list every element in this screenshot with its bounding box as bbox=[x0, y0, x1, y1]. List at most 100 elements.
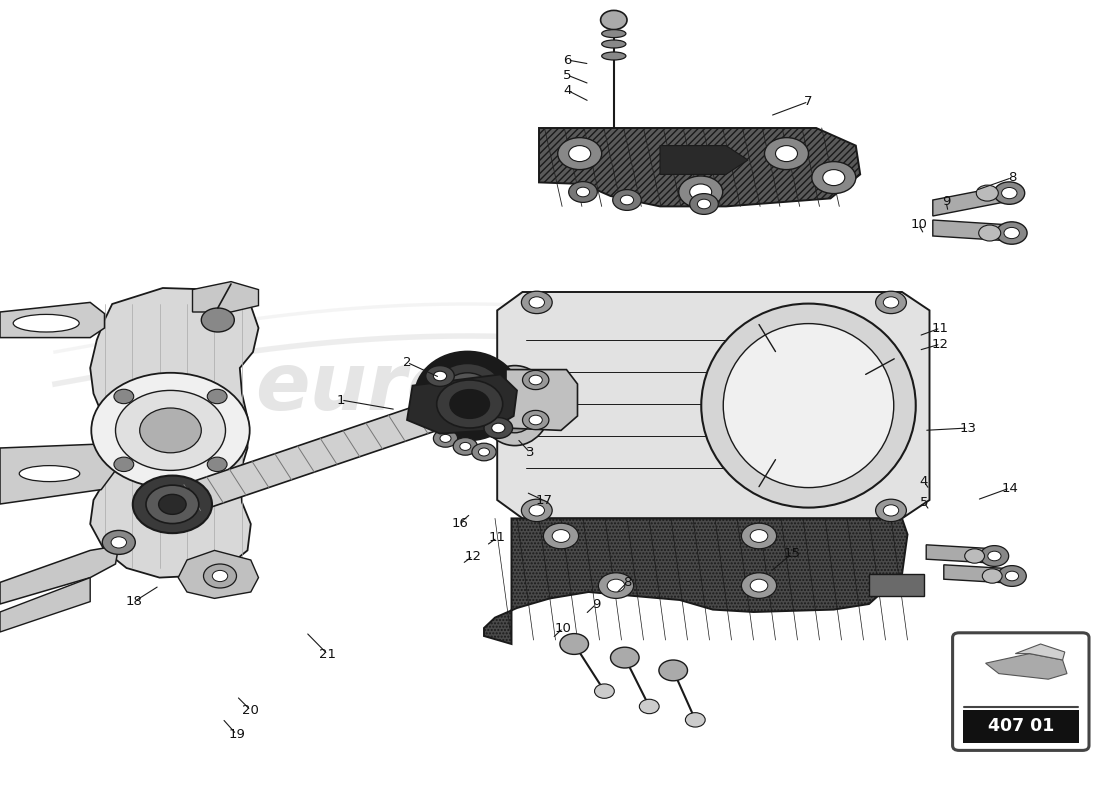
Circle shape bbox=[883, 297, 899, 308]
Circle shape bbox=[764, 138, 808, 170]
Circle shape bbox=[522, 370, 549, 390]
Circle shape bbox=[472, 443, 496, 461]
Circle shape bbox=[776, 146, 798, 162]
Text: 4: 4 bbox=[563, 84, 572, 97]
Circle shape bbox=[980, 546, 1009, 566]
Circle shape bbox=[679, 176, 723, 208]
Ellipse shape bbox=[158, 494, 186, 514]
Polygon shape bbox=[90, 288, 258, 578]
Polygon shape bbox=[484, 518, 908, 644]
Circle shape bbox=[988, 551, 1001, 561]
Polygon shape bbox=[407, 374, 517, 434]
Circle shape bbox=[560, 634, 588, 654]
Circle shape bbox=[639, 699, 659, 714]
Circle shape bbox=[690, 184, 712, 200]
Circle shape bbox=[207, 457, 227, 471]
Circle shape bbox=[91, 373, 250, 488]
Circle shape bbox=[994, 182, 1025, 204]
Text: 5: 5 bbox=[920, 496, 928, 509]
Circle shape bbox=[685, 713, 705, 727]
Circle shape bbox=[460, 442, 471, 450]
Circle shape bbox=[982, 569, 1002, 583]
Ellipse shape bbox=[724, 323, 893, 488]
Polygon shape bbox=[506, 370, 578, 430]
Text: 8: 8 bbox=[623, 576, 631, 589]
Circle shape bbox=[876, 499, 906, 522]
Text: 16: 16 bbox=[451, 517, 469, 530]
Text: 9: 9 bbox=[592, 598, 601, 610]
Polygon shape bbox=[869, 574, 924, 596]
Polygon shape bbox=[539, 128, 860, 206]
Polygon shape bbox=[933, 220, 1012, 241]
Text: 15: 15 bbox=[783, 547, 801, 560]
Text: 14: 14 bbox=[1001, 482, 1019, 494]
Circle shape bbox=[594, 684, 614, 698]
Text: 10: 10 bbox=[910, 218, 927, 230]
Circle shape bbox=[569, 146, 591, 162]
Text: 11: 11 bbox=[488, 531, 506, 544]
Polygon shape bbox=[0, 546, 119, 604]
Circle shape bbox=[697, 199, 711, 209]
Circle shape bbox=[492, 423, 505, 433]
Circle shape bbox=[610, 647, 639, 668]
Polygon shape bbox=[1015, 644, 1065, 660]
Circle shape bbox=[601, 10, 627, 30]
Circle shape bbox=[977, 185, 999, 201]
Circle shape bbox=[598, 573, 634, 598]
Polygon shape bbox=[0, 578, 90, 632]
Circle shape bbox=[521, 291, 552, 314]
Circle shape bbox=[741, 573, 777, 598]
Circle shape bbox=[997, 222, 1027, 244]
Text: 12: 12 bbox=[464, 550, 482, 562]
Circle shape bbox=[116, 390, 226, 470]
Circle shape bbox=[812, 162, 856, 194]
Circle shape bbox=[741, 523, 777, 549]
Polygon shape bbox=[926, 545, 994, 563]
Circle shape bbox=[433, 430, 458, 447]
Circle shape bbox=[207, 390, 227, 404]
Circle shape bbox=[522, 410, 549, 430]
Polygon shape bbox=[944, 565, 1012, 583]
Circle shape bbox=[478, 448, 490, 456]
Circle shape bbox=[437, 380, 503, 428]
Ellipse shape bbox=[602, 30, 626, 38]
Circle shape bbox=[212, 570, 228, 582]
Polygon shape bbox=[0, 444, 116, 504]
Text: 13: 13 bbox=[959, 422, 977, 434]
Circle shape bbox=[607, 579, 625, 592]
Circle shape bbox=[552, 530, 570, 542]
Circle shape bbox=[823, 170, 845, 186]
Polygon shape bbox=[660, 146, 748, 174]
Circle shape bbox=[201, 308, 234, 332]
Text: 19: 19 bbox=[228, 728, 245, 741]
Circle shape bbox=[111, 537, 126, 548]
Text: 10: 10 bbox=[554, 622, 572, 634]
Circle shape bbox=[883, 505, 899, 516]
Ellipse shape bbox=[416, 352, 519, 440]
Ellipse shape bbox=[441, 373, 494, 419]
Circle shape bbox=[1002, 187, 1018, 198]
Circle shape bbox=[620, 195, 634, 205]
Ellipse shape bbox=[13, 314, 79, 332]
Ellipse shape bbox=[480, 366, 551, 446]
Circle shape bbox=[102, 530, 135, 554]
Circle shape bbox=[529, 375, 542, 385]
Bar bbox=[962, 710, 1079, 743]
Text: topics: topics bbox=[462, 349, 737, 427]
Ellipse shape bbox=[602, 40, 626, 48]
Circle shape bbox=[876, 291, 906, 314]
Text: 21: 21 bbox=[319, 648, 337, 661]
Circle shape bbox=[690, 194, 718, 214]
Circle shape bbox=[1005, 571, 1019, 581]
Polygon shape bbox=[178, 550, 258, 598]
Ellipse shape bbox=[133, 475, 212, 533]
Circle shape bbox=[484, 418, 513, 438]
Polygon shape bbox=[192, 282, 258, 312]
Text: 7: 7 bbox=[804, 95, 813, 108]
Circle shape bbox=[529, 415, 542, 425]
Circle shape bbox=[659, 660, 688, 681]
Circle shape bbox=[558, 138, 602, 170]
FancyBboxPatch shape bbox=[953, 633, 1089, 750]
Text: 4: 4 bbox=[920, 475, 928, 488]
Text: 1: 1 bbox=[337, 394, 345, 406]
